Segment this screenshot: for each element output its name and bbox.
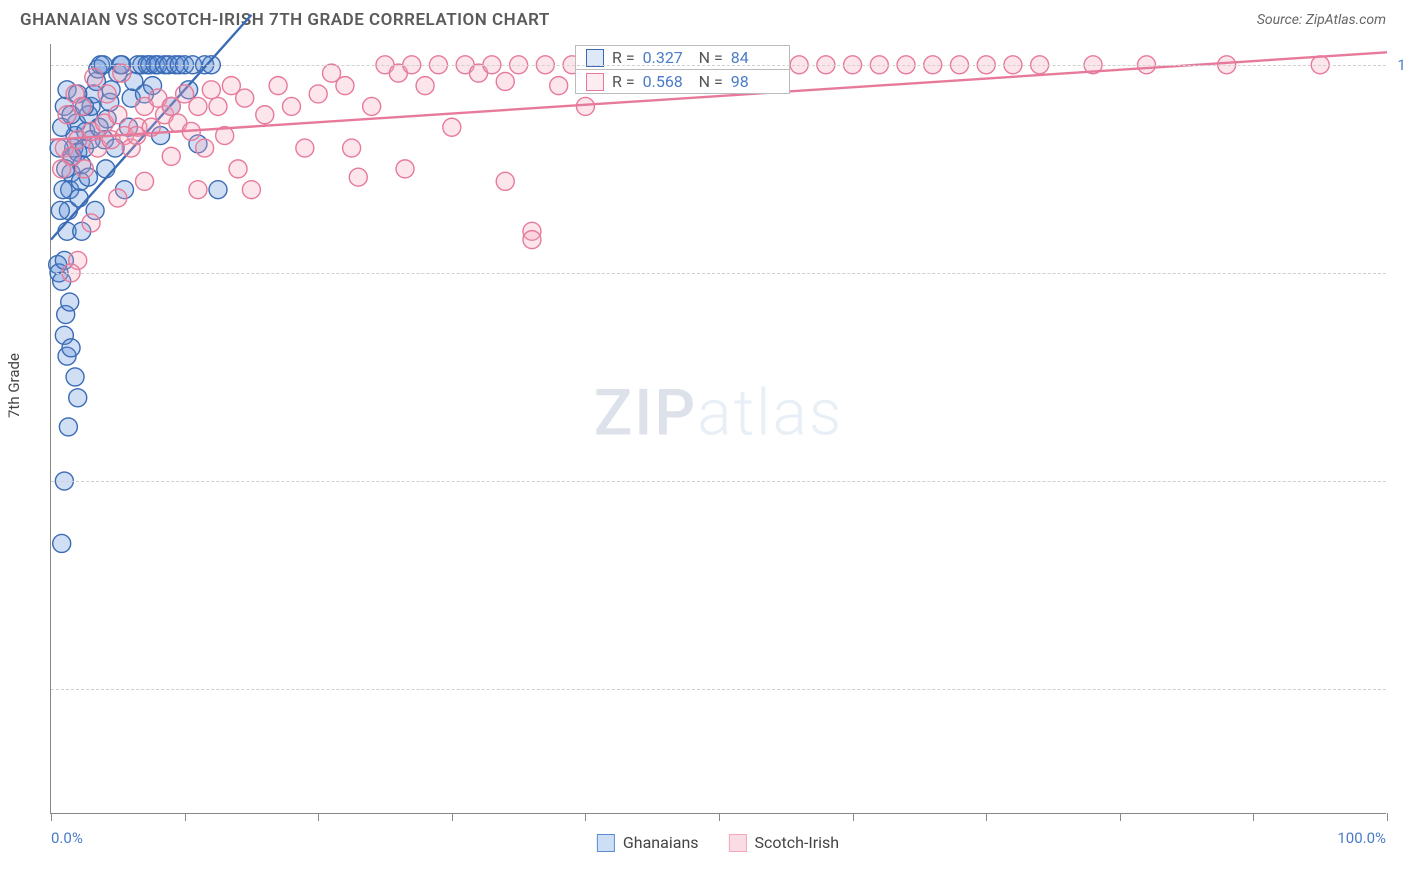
data-point	[236, 89, 254, 107]
x-tick	[452, 813, 453, 821]
data-point	[523, 231, 541, 249]
x-tick	[1387, 813, 1388, 821]
data-point	[202, 81, 220, 99]
data-point	[82, 214, 100, 232]
data-point	[496, 172, 514, 190]
gridline	[51, 689, 1386, 690]
bottom-legend: Ghanaians Scotch-Irish	[597, 833, 839, 852]
y-tick-label: 85.0%	[1391, 680, 1406, 698]
data-point	[416, 77, 434, 95]
legend-swatch	[586, 73, 604, 91]
data-point	[136, 172, 154, 190]
data-point	[98, 85, 116, 103]
stat-r-label: R =	[612, 72, 635, 91]
legend-swatch	[597, 834, 615, 852]
x-tick	[318, 813, 319, 821]
gridline	[51, 273, 1386, 274]
legend-label: Ghanaians	[623, 833, 699, 852]
data-point	[85, 68, 103, 86]
data-point	[229, 160, 247, 178]
chart-title: GHANAIAN VS SCOTCH-IRISH 7TH GRADE CORRE…	[20, 10, 550, 30]
x-tick	[185, 813, 186, 821]
data-point	[51, 201, 69, 219]
y-tick-label: 100.0%	[1391, 56, 1406, 74]
y-tick-label: 95.0%	[1391, 264, 1406, 282]
data-point	[97, 160, 115, 178]
stat-n-label: N =	[699, 72, 723, 91]
data-point	[550, 77, 568, 95]
x-tick	[1253, 813, 1254, 821]
data-point	[69, 389, 87, 407]
data-point	[109, 189, 127, 207]
data-point	[53, 160, 71, 178]
data-point	[209, 181, 227, 199]
data-point	[189, 181, 207, 199]
data-point	[70, 189, 88, 207]
chart-container: ZIPatlas R =0.327N =84R =0.568N =98 85.0…	[50, 44, 1386, 814]
data-point	[109, 106, 127, 124]
data-point	[54, 181, 72, 199]
data-point	[343, 139, 361, 157]
data-point	[363, 97, 381, 115]
legend-item: Ghanaians	[597, 833, 699, 852]
data-point	[162, 147, 180, 165]
gridline	[51, 65, 1386, 66]
data-point	[282, 97, 300, 115]
data-point	[113, 64, 131, 82]
stats-legend: R =0.327N =84 R = 0.568 N = 98	[575, 46, 790, 94]
data-point	[576, 97, 594, 115]
legend-swatch	[729, 834, 747, 852]
y-axis-title: 7th Grade	[5, 353, 23, 418]
y-tick-label: 90.0%	[1391, 472, 1406, 490]
scatter-plot-svg	[51, 44, 1386, 813]
data-point	[62, 339, 80, 357]
data-point	[496, 72, 514, 90]
data-point	[209, 97, 227, 115]
data-point	[443, 118, 461, 136]
legend-label: Scotch-Irish	[755, 833, 840, 852]
data-point	[349, 168, 367, 186]
data-point	[59, 418, 77, 436]
data-point	[256, 106, 274, 124]
data-point	[196, 139, 214, 157]
data-point	[53, 534, 71, 552]
x-tick	[719, 813, 720, 821]
plot-area: ZIPatlas R =0.327N =84R =0.568N =98 85.0…	[50, 44, 1386, 814]
x-tick	[986, 813, 987, 821]
legend-item: Scotch-Irish	[729, 833, 840, 852]
data-point	[75, 160, 93, 178]
data-point	[61, 293, 79, 311]
data-point	[73, 97, 91, 115]
data-point	[396, 160, 414, 178]
x-tick	[1120, 813, 1121, 821]
data-point	[66, 368, 84, 386]
legend-swatch	[586, 49, 604, 67]
stat-n-value: 98	[731, 72, 779, 91]
x-tick	[51, 813, 52, 821]
data-point	[269, 77, 287, 95]
stat-r-value: 0.568	[643, 72, 691, 91]
x-axis-min-label: 0.0%	[51, 829, 83, 847]
x-tick	[585, 813, 586, 821]
gridline	[51, 481, 1386, 482]
data-point	[309, 85, 327, 103]
source-attribution: Source: ZipAtlas.com	[1257, 12, 1386, 28]
x-axis-max-label: 100.0%	[1337, 829, 1386, 847]
data-point	[189, 97, 207, 115]
data-point	[336, 77, 354, 95]
data-point	[296, 139, 314, 157]
x-tick	[853, 813, 854, 821]
data-point	[242, 181, 260, 199]
stats-legend-row: R = 0.568 N = 98	[575, 69, 790, 94]
stats-legend-row: R =0.327N =84	[575, 45, 790, 70]
